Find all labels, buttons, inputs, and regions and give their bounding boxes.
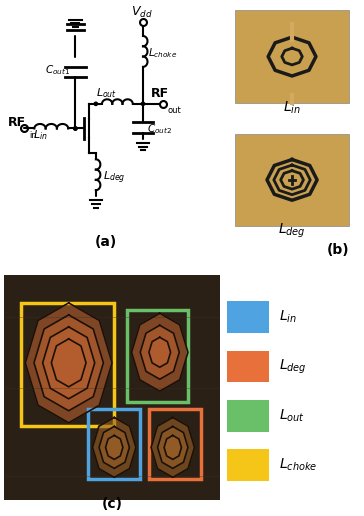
Polygon shape bbox=[106, 436, 123, 459]
Polygon shape bbox=[164, 436, 181, 459]
FancyBboxPatch shape bbox=[228, 400, 269, 431]
Polygon shape bbox=[149, 337, 171, 367]
Text: $V_{dd}$: $V_{dd}$ bbox=[131, 5, 153, 20]
Polygon shape bbox=[92, 417, 136, 477]
Text: (a): (a) bbox=[95, 235, 117, 249]
Text: $L_{deg}$: $L_{deg}$ bbox=[103, 169, 126, 186]
Circle shape bbox=[74, 127, 77, 130]
Polygon shape bbox=[158, 426, 188, 469]
Text: (b): (b) bbox=[326, 243, 349, 257]
Text: $L_{deg}$: $L_{deg}$ bbox=[279, 357, 307, 376]
Text: $C_{out2}$: $C_{out2}$ bbox=[147, 123, 172, 136]
FancyBboxPatch shape bbox=[228, 449, 269, 481]
Text: $L_{out}$: $L_{out}$ bbox=[95, 87, 117, 101]
Polygon shape bbox=[99, 426, 129, 469]
FancyBboxPatch shape bbox=[235, 10, 349, 103]
Polygon shape bbox=[34, 315, 103, 411]
Text: $L_{deg}$: $L_{deg}$ bbox=[278, 222, 306, 240]
FancyBboxPatch shape bbox=[4, 275, 221, 501]
Text: $L_{in}$: $L_{in}$ bbox=[33, 128, 48, 141]
FancyBboxPatch shape bbox=[235, 134, 349, 226]
Text: $L_{in}$: $L_{in}$ bbox=[283, 100, 301, 116]
Polygon shape bbox=[151, 417, 194, 477]
Polygon shape bbox=[131, 313, 188, 391]
Circle shape bbox=[94, 102, 98, 105]
Text: RF: RF bbox=[8, 116, 26, 129]
Polygon shape bbox=[43, 327, 95, 399]
Bar bbox=[127, 310, 188, 401]
Polygon shape bbox=[25, 303, 112, 423]
Text: in: in bbox=[29, 131, 37, 139]
Text: (c): (c) bbox=[102, 497, 123, 511]
Text: $L_{in}$: $L_{in}$ bbox=[279, 309, 297, 325]
Polygon shape bbox=[51, 339, 86, 387]
Bar bbox=[88, 409, 140, 479]
Text: RF: RF bbox=[151, 87, 169, 100]
FancyBboxPatch shape bbox=[228, 350, 269, 382]
Circle shape bbox=[141, 102, 145, 105]
Circle shape bbox=[74, 127, 77, 130]
Text: $L_{out}$: $L_{out}$ bbox=[279, 408, 305, 424]
Text: $L_{choke}$: $L_{choke}$ bbox=[148, 46, 177, 60]
Text: out: out bbox=[167, 106, 181, 115]
FancyBboxPatch shape bbox=[228, 301, 269, 333]
Text: $C_{out1}$: $C_{out1}$ bbox=[45, 63, 70, 77]
Polygon shape bbox=[140, 325, 179, 379]
Text: $L_{choke}$: $L_{choke}$ bbox=[279, 457, 317, 473]
Bar bbox=[21, 303, 114, 426]
Bar bbox=[149, 409, 201, 479]
